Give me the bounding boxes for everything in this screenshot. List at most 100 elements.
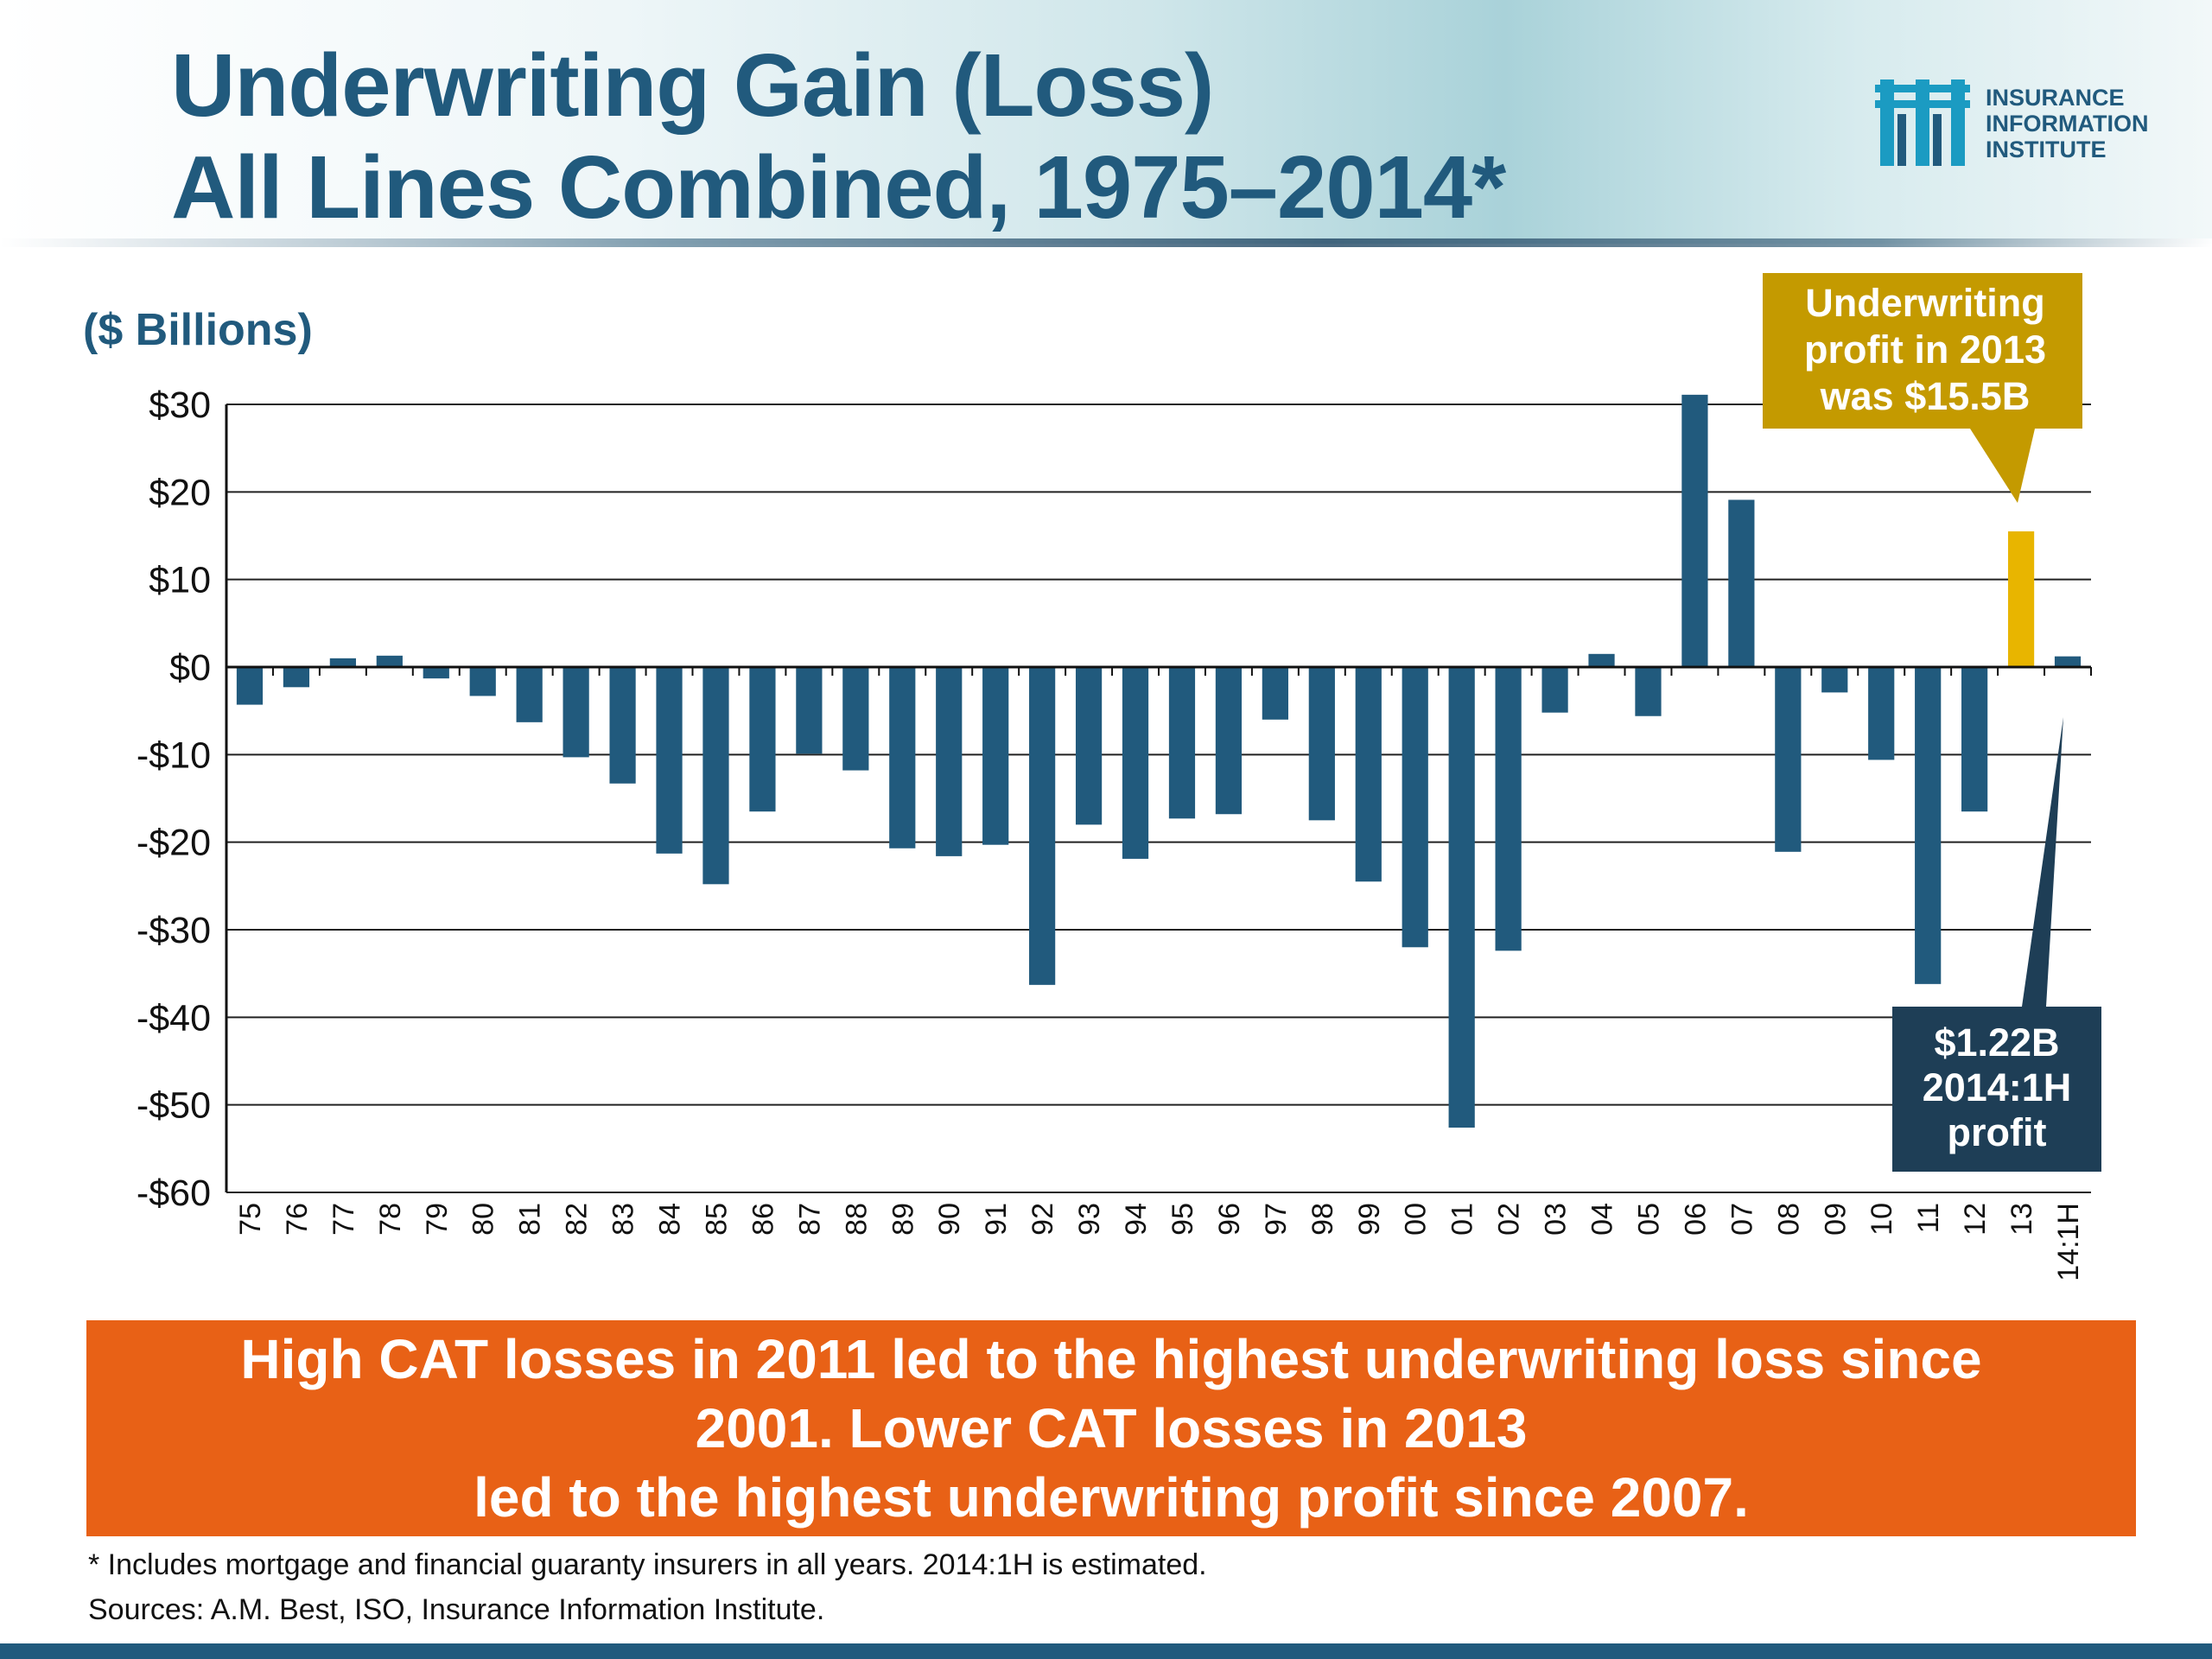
bar (889, 667, 916, 849)
x-tick-label: 85 (700, 1203, 733, 1236)
x-tick-label: 11 (1912, 1203, 1945, 1233)
x-tick-label: 82 (561, 1203, 594, 1236)
y-tick-label: -$20 (137, 823, 211, 864)
grid-lines (226, 404, 2091, 1193)
bar (1588, 653, 1615, 667)
x-tick-label: 02 (1493, 1203, 1526, 1236)
title-line-1: Underwriting Gain (Loss) (171, 35, 1214, 135)
bottom-bar (0, 1643, 2212, 1659)
x-tick-label: 06 (1679, 1203, 1712, 1236)
logo: INSURANCE INFORMATION INSTITUTE (1875, 79, 2186, 175)
bar (936, 667, 963, 856)
bar (516, 667, 543, 722)
callout-2014-text: $1.22B (1934, 1020, 2059, 1065)
banner-line-3: led to the highest underwriting profit s… (474, 1466, 1749, 1529)
y-tick-label: -$30 (137, 910, 211, 951)
callout-2013-text: was $15.5B (1820, 374, 2031, 418)
x-tick-label: 76 (281, 1203, 314, 1236)
header-background (0, 0, 2212, 244)
bar-chart: $30 $20 $10 $0 -$10 -$20 -$30 -$40 -$50 -$60 75 76… (137, 273, 2101, 1281)
bar (1122, 667, 1149, 859)
x-tick-label: 87 (793, 1203, 826, 1236)
x-tick-label: 09 (1819, 1203, 1852, 1236)
x-tick-label: 00 (1400, 1203, 1433, 1236)
x-tick-label: 75 (234, 1203, 267, 1236)
x-tick-label: 13 (2005, 1203, 2038, 1236)
banner-line-2: 2001. Lower CAT losses in 2013 (695, 1397, 1528, 1459)
x-tick-label: 78 (374, 1203, 407, 1236)
x-tick-label: 79 (421, 1203, 454, 1236)
logo-text-line-3: INSTITUTE (1986, 137, 2107, 162)
x-tick-label: 88 (840, 1203, 873, 1236)
bar (1262, 667, 1288, 720)
callout-2014-text: profit (1948, 1110, 2047, 1154)
x-tick-label: 96 (1213, 1203, 1246, 1236)
callout-2014 (1892, 717, 2101, 1172)
y-tick-label: -$50 (137, 1085, 211, 1127)
footnote: * Includes mortgage and financial guaran… (88, 1548, 1207, 1581)
title-line-2: All Lines Combined, 1975–2014* (171, 137, 1506, 237)
x-tick-label: 98 (1306, 1203, 1339, 1236)
bar (1495, 667, 1522, 951)
x-tick-label: 83 (607, 1203, 640, 1236)
bar (1402, 667, 1428, 948)
x-tick-label: 14:1H (2052, 1203, 2085, 1281)
x-tick-label: 97 (1260, 1203, 1293, 1236)
x-tick-label: 94 (1120, 1203, 1153, 1236)
x-tick-label: 92 (1027, 1203, 1059, 1236)
logo-text-line-2: INFORMATION (1986, 111, 2149, 137)
x-tick-label: 86 (747, 1203, 779, 1236)
callout-2013-text: Underwriting (1805, 281, 2045, 325)
bar (1728, 499, 1755, 667)
x-tick-label: 91 (980, 1203, 1013, 1236)
bar (2054, 656, 2082, 667)
bar (1168, 667, 1196, 819)
logo-text: INSURANCE INFORMATION INSTITUTE (1986, 85, 2148, 162)
x-tick-label: 01 (1446, 1203, 1479, 1236)
x-tick-label: 10 (1866, 1203, 1898, 1236)
y-tick-label: $10 (149, 560, 211, 601)
bar (283, 667, 310, 688)
bar (1821, 667, 1848, 693)
x-tick-label: 84 (654, 1203, 687, 1236)
bar (1915, 667, 1942, 984)
y-axis-unit-label: ($ Billions) (83, 305, 313, 355)
callout-2014-text: 2014:1H (1923, 1065, 2072, 1109)
logo-text-line-1: INSURANCE (1986, 85, 2125, 111)
page-title: Underwriting Gain (Loss) All Lines Combi… (171, 35, 1506, 238)
bar (469, 667, 496, 696)
bar (1681, 394, 1708, 667)
x-tick-label: 04 (1586, 1203, 1619, 1236)
bar (1448, 667, 1475, 1128)
bar (1635, 667, 1662, 716)
bar (329, 658, 356, 667)
x-tick-label: 99 (1353, 1203, 1386, 1236)
bar (423, 667, 449, 679)
y-tick-label: $30 (149, 385, 211, 426)
bar (376, 655, 403, 667)
callout-2013-text: profit in 2013 (1804, 327, 2046, 372)
bar (1775, 667, 1802, 852)
sources: Sources: A.M. Best, ISO, Insurance Infor… (88, 1593, 825, 1626)
y-tick-label: $20 (149, 472, 211, 513)
x-tick-label: 93 (1073, 1203, 1106, 1236)
x-tick-label: 81 (514, 1203, 547, 1236)
bar (1541, 667, 1568, 713)
x-tick-labels: 75 76 77 78 79 80 81 82 83 84 85 86 87 88 89 90 91 92 93 94… (234, 1203, 2085, 1281)
axes (225, 404, 2092, 1192)
y-tick-label: $0 (169, 647, 211, 689)
header-divider (0, 238, 2212, 247)
footnotes: * Includes mortgage and financial guaran… (88, 1542, 1207, 1632)
bar (796, 667, 823, 754)
bar (1868, 667, 1895, 760)
iii-logo-icon (1875, 79, 1970, 166)
bar (1029, 667, 1056, 985)
bars (236, 394, 2082, 1128)
banner-line-1: High CAT losses in 2011 led to the highe… (240, 1328, 1982, 1390)
callout-2013 (1763, 273, 2082, 503)
x-tick-label: 90 (933, 1203, 966, 1236)
bar (1215, 667, 1243, 815)
bar (702, 667, 729, 885)
x-tick-label: 95 (1166, 1203, 1199, 1236)
bar (842, 667, 869, 771)
